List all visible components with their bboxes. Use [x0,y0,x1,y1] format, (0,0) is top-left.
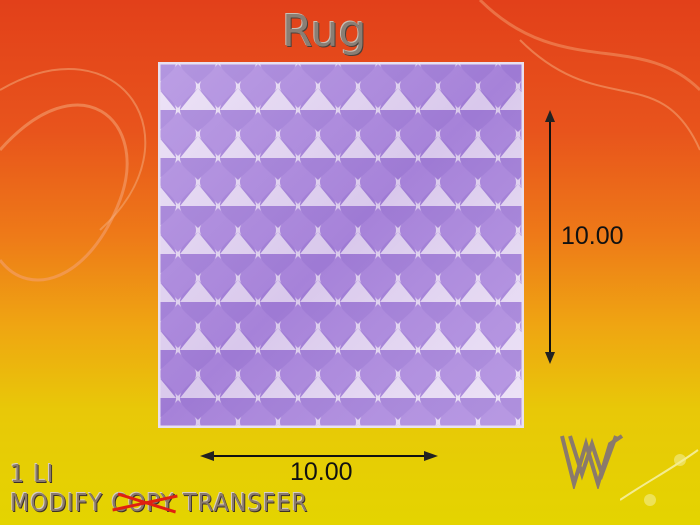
height-arrow [545,110,555,364]
strike-x-icon [112,492,179,514]
width-arrow [200,451,438,461]
perm-modify: MODIFY [10,488,104,517]
perm-transfer: TRANSFER [183,488,309,517]
height-label: 10.00 [561,222,624,250]
perm-copy-struck: COPY [111,488,179,517]
rug-image [158,62,524,428]
width-label: 10.00 [290,458,353,486]
land-impact: 1 LI [10,459,55,488]
leaf-decoration-icon [620,449,699,506]
permissions: MODIFY COPY TRANSFER [10,488,308,517]
brand-logo [560,434,624,489]
product-title: Rug [282,6,367,57]
